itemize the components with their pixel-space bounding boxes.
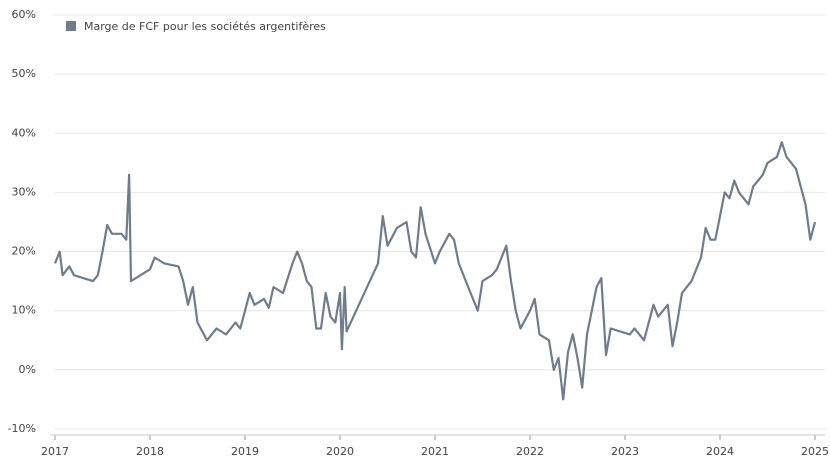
x-tick-label: 2022 bbox=[516, 445, 544, 458]
y-tick-label: 40% bbox=[12, 126, 36, 139]
x-tick-label: 2023 bbox=[611, 445, 639, 458]
line-series bbox=[53, 141, 817, 401]
y-tick-label: -10% bbox=[8, 422, 36, 435]
y-tick-label: 20% bbox=[12, 245, 36, 258]
legend-swatch bbox=[66, 21, 76, 31]
y-tick-label: 60% bbox=[12, 8, 36, 21]
x-tick-label: 2019 bbox=[231, 445, 259, 458]
y-tick-label: 30% bbox=[12, 185, 36, 198]
y-tick-label: 50% bbox=[12, 67, 36, 80]
legend-label: Marge de FCF pour les sociétés argentifè… bbox=[84, 20, 326, 33]
x-tick-label: 2020 bbox=[326, 445, 354, 458]
x-tick-label: 2025 bbox=[801, 445, 829, 458]
x-tick-label: 2021 bbox=[421, 445, 449, 458]
x-tick-label: 2018 bbox=[136, 445, 164, 458]
y-tick-label: 10% bbox=[12, 304, 36, 317]
x-tick-label: 2017 bbox=[41, 445, 69, 458]
y-tick-label: 0% bbox=[19, 363, 36, 376]
x-tick-label: 2024 bbox=[706, 445, 734, 458]
